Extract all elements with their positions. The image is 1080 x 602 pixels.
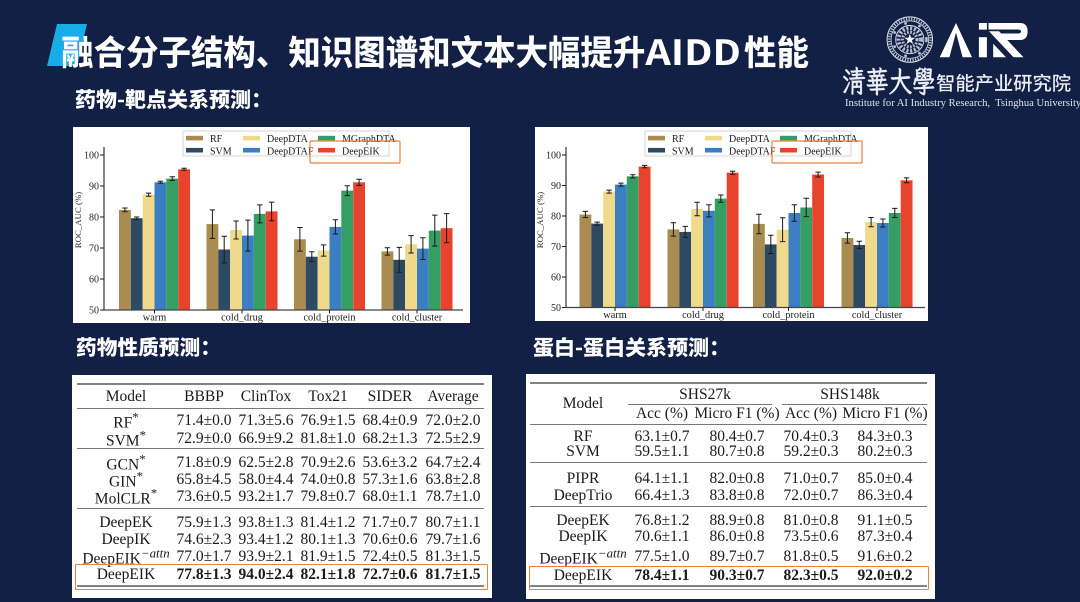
svg-text:DeepDTA: DeepDTA xyxy=(729,134,771,145)
svg-text:MGraphDTA: MGraphDTA xyxy=(804,134,858,145)
svg-text:50: 50 xyxy=(551,303,561,314)
svg-text:DeepEIK: DeepEIK xyxy=(342,146,381,157)
svg-text:90: 90 xyxy=(89,181,99,192)
svg-text:cold_drug: cold_drug xyxy=(682,310,724,321)
svg-text:MGraphDTA: MGraphDTA xyxy=(342,134,396,145)
svg-text:50: 50 xyxy=(89,305,99,316)
svg-text:DeepDTA: DeepDTA xyxy=(267,134,309,145)
svg-text:cold_drug: cold_drug xyxy=(221,313,263,324)
svg-text:warm: warm xyxy=(143,313,166,324)
svg-text:ROC_AUC (%): ROC_AUC (%) xyxy=(73,192,83,249)
svg-text:ROC_AUC (%): ROC_AUC (%) xyxy=(535,192,545,249)
svg-text:RF: RF xyxy=(210,134,223,145)
svg-text:SVM: SVM xyxy=(210,146,232,157)
svg-text:70: 70 xyxy=(89,243,99,254)
svg-text:100: 100 xyxy=(546,150,561,161)
svg-text:cold_cluster: cold_cluster xyxy=(392,313,443,324)
svg-text:90: 90 xyxy=(551,181,561,192)
svg-text:80: 80 xyxy=(89,212,99,223)
svg-text:RF: RF xyxy=(672,134,685,145)
svg-text:60: 60 xyxy=(89,274,99,285)
svg-text:cold_protein: cold_protein xyxy=(303,313,355,324)
svg-text:DeepDTAF: DeepDTAF xyxy=(267,146,314,157)
svg-text:70: 70 xyxy=(551,242,561,253)
svg-text:100: 100 xyxy=(84,150,99,161)
svg-text:60: 60 xyxy=(551,272,561,283)
svg-text:warm: warm xyxy=(603,310,626,321)
svg-text:DeepDTAF: DeepDTAF xyxy=(729,146,776,157)
svg-text:80: 80 xyxy=(551,211,561,222)
svg-text:cold_cluster: cold_cluster xyxy=(852,310,903,321)
svg-text:cold_protein: cold_protein xyxy=(762,310,814,321)
svg-text:DeepEIK: DeepEIK xyxy=(804,146,843,157)
svg-text:SVM: SVM xyxy=(672,146,694,157)
